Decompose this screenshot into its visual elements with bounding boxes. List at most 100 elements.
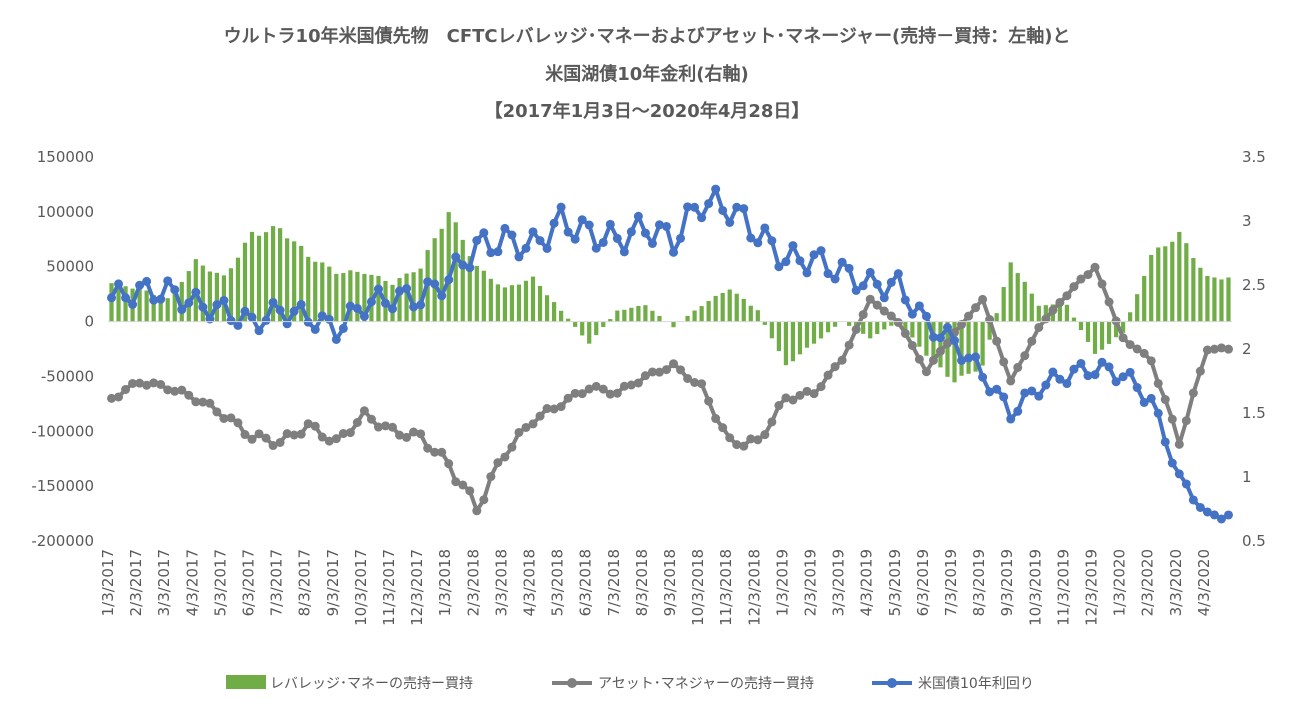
asset-manager-point xyxy=(1118,333,1128,343)
treasury-yield-point xyxy=(654,220,664,230)
treasury-yield-point xyxy=(444,275,454,285)
leverage-bar xyxy=(214,272,219,322)
left-tick-label: -100000 xyxy=(31,422,94,440)
treasury-yield-point xyxy=(942,323,952,333)
leverage-bar xyxy=(980,321,985,366)
leverage-bar xyxy=(460,239,465,322)
asset-manager-point xyxy=(1223,344,1233,354)
asset-manager-point xyxy=(1125,340,1135,350)
asset-manager-point xyxy=(549,404,559,414)
treasury-yield-point xyxy=(1090,370,1100,380)
leverage-bar xyxy=(811,321,817,344)
treasury-yield-point xyxy=(451,252,461,262)
leverage-bar xyxy=(1142,276,1147,322)
asset-manager-point xyxy=(261,433,271,443)
treasury-yield-point xyxy=(1195,502,1205,512)
treasury-yield-point xyxy=(121,293,131,303)
leverage-bar xyxy=(699,306,704,322)
x-tick-label: 9/3/2017 xyxy=(324,549,342,616)
treasury-yield-point xyxy=(135,280,145,290)
x-tick-label: 12/3/2018 xyxy=(745,549,763,626)
asset-manager-point xyxy=(479,495,489,505)
treasury-yield-point xyxy=(1139,397,1149,407)
treasury-yield-point xyxy=(409,302,419,312)
leverage-bar xyxy=(355,271,360,322)
treasury-yield-point xyxy=(402,284,412,294)
treasury-yield-point xyxy=(971,352,981,362)
leverage-bar xyxy=(643,305,648,322)
treasury-yield-point xyxy=(128,299,138,309)
asset-manager-point xyxy=(893,318,903,328)
asset-manager-point xyxy=(886,311,896,321)
leverage-bar xyxy=(650,310,655,322)
x-tick-label: 1/3/2017 xyxy=(99,549,117,616)
leverage-bar xyxy=(467,256,472,322)
leverage-bar xyxy=(973,321,978,372)
asset-manager-point xyxy=(1153,378,1163,388)
asset-manager-point xyxy=(830,362,840,372)
leverage-bar xyxy=(327,266,332,322)
asset-manager-point xyxy=(472,506,482,516)
leverage-bar xyxy=(1121,321,1126,333)
leverage-bar xyxy=(151,294,156,322)
asset-manager-point xyxy=(1167,414,1177,424)
leverage-bar xyxy=(1212,277,1217,322)
asset-manager-point xyxy=(640,371,650,381)
right-tick-label: 1 xyxy=(1242,468,1252,486)
treasury-yield-point xyxy=(1202,507,1212,517)
treasury-yield-point xyxy=(324,314,334,324)
leverage-bar xyxy=(755,310,760,322)
asset-manager-point xyxy=(872,300,882,310)
leverage-bar xyxy=(1163,246,1168,322)
asset-manager-point xyxy=(416,429,426,439)
treasury-yield-point xyxy=(1146,393,1156,403)
line-series xyxy=(107,184,1233,524)
leverage-bar xyxy=(165,298,170,322)
leverage-bar xyxy=(306,256,311,322)
leverage-bar xyxy=(1099,321,1105,350)
asset-manager-point xyxy=(837,355,847,365)
treasury-yield-point xyxy=(844,263,854,273)
legend-label-asset: アセット･マネジャーの売持ー買持 xyxy=(598,676,814,692)
asset-manager-point xyxy=(985,315,995,325)
asset-manager-point xyxy=(514,427,524,437)
right-tick-label: 0.5 xyxy=(1242,532,1266,550)
treasury-yield-point xyxy=(289,306,299,316)
treasury-yield-point xyxy=(802,268,812,278)
leverage-bar xyxy=(551,302,557,322)
right-tick-label: 3 xyxy=(1242,212,1252,230)
asset-manager-point xyxy=(661,365,671,375)
x-tick-label: 2/3/2019 xyxy=(802,549,820,616)
treasury-yield-point xyxy=(556,202,566,212)
treasury-yield-point xyxy=(999,392,1009,402)
leverage-bar xyxy=(256,235,262,322)
asset-manager-point xyxy=(191,397,201,407)
leverage-bar xyxy=(608,319,613,322)
treasury-yield-point xyxy=(1048,367,1058,377)
leverage-bar xyxy=(109,283,114,322)
treasury-yield-point xyxy=(1097,357,1107,367)
asset-manager-point xyxy=(528,419,538,429)
treasury-yield-point xyxy=(781,257,791,267)
leverage-bar xyxy=(1015,273,1020,322)
leverage-bar xyxy=(544,295,550,322)
leverage-bar xyxy=(502,287,508,322)
x-tick-label: 4/3/2018 xyxy=(521,549,539,616)
asset-manager-point xyxy=(732,440,742,450)
leverage-bar xyxy=(390,284,395,322)
leverage-bar xyxy=(741,298,746,322)
leverage-bar xyxy=(713,295,718,322)
x-tick-label: 10/3/2019 xyxy=(1026,549,1044,626)
treasury-yield-point xyxy=(275,305,285,315)
x-tick-label: 5/3/2017 xyxy=(211,549,229,616)
treasury-yield-point xyxy=(563,227,573,237)
title-line-1: ウルトラ10年米国債先物 CFTCレバレッジ･マネーおよびアセット･マネージャー… xyxy=(224,25,1071,47)
leverage-bar xyxy=(278,228,283,322)
x-tick-label: 4/3/2017 xyxy=(183,549,201,616)
asset-manager-point xyxy=(296,429,306,439)
treasury-yield-point xyxy=(219,295,229,305)
asset-manager-point xyxy=(114,392,124,402)
asset-manager-point xyxy=(921,367,931,377)
treasury-yield-point xyxy=(1167,458,1177,468)
